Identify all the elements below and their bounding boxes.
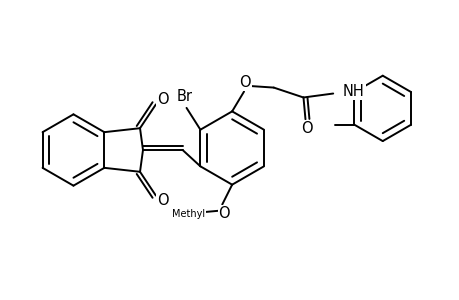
Text: Methyl: Methyl — [172, 209, 205, 219]
Text: O: O — [218, 206, 230, 221]
Text: O: O — [157, 92, 168, 107]
Text: O: O — [157, 193, 168, 208]
Text: Br: Br — [176, 89, 192, 104]
Text: O: O — [300, 121, 312, 136]
Text: NH: NH — [342, 84, 364, 99]
Text: O: O — [239, 75, 250, 90]
